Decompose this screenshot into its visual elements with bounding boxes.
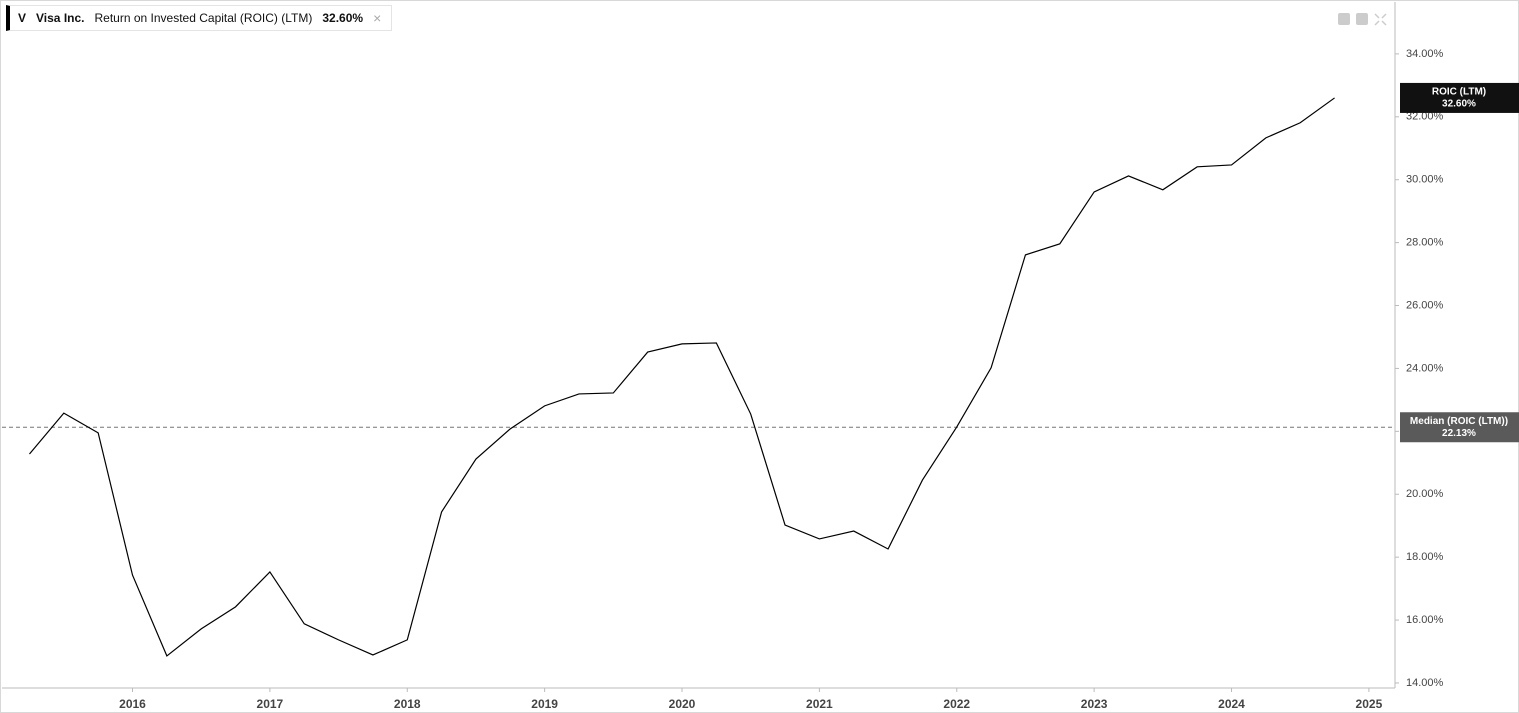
x-tick-label: 2024 <box>1218 697 1245 711</box>
x-tick-label: 2025 <box>1356 697 1383 711</box>
series-tag <box>1400 82 1519 113</box>
company: Visa Inc. <box>36 11 85 25</box>
y-tick-label: 16.00% <box>1406 614 1444 626</box>
median-tag <box>1400 412 1519 443</box>
metric-value: 32.60% <box>322 11 364 25</box>
x-tick-label: 2023 <box>1081 697 1108 711</box>
legend-header: V Visa Inc. Return on Invested Capital (… <box>6 5 393 31</box>
x-tick-label: 2022 <box>943 697 970 711</box>
y-tick-label: 20.00% <box>1406 488 1444 500</box>
line <box>29 97 1335 657</box>
y-tick-label: 28.00% <box>1406 237 1444 249</box>
x-tick-label: 2020 <box>669 697 696 711</box>
y-tick-label: 24.00% <box>1406 362 1444 374</box>
up-button[interactable] <box>1338 13 1350 25</box>
x-tick-label: 2021 <box>806 697 833 711</box>
x-tick-label: 2019 <box>531 697 558 711</box>
median-tag-name: Median (ROIC (LTM)) <box>1410 416 1508 427</box>
x-tick-label: 2017 <box>257 697 284 711</box>
y-tick-label: 32.00% <box>1406 111 1444 123</box>
x-tick-label: 2018 <box>394 697 421 711</box>
y-tick-label: 14.00% <box>1406 677 1444 689</box>
y-tick-label: 26.00% <box>1406 299 1444 311</box>
ticker: V <box>18 11 27 25</box>
x-tick-label: 2016 <box>119 697 146 711</box>
y-tick-label: 30.00% <box>1406 174 1444 186</box>
close-button[interactable]: × <box>373 10 382 26</box>
median-tag-value: 22.13% <box>1442 428 1476 439</box>
down-button[interactable] <box>1356 13 1368 25</box>
series-tag-name: ROIC (LTM) <box>1432 87 1486 98</box>
toolbar[interactable] <box>1338 13 1387 26</box>
y-tick-label: 18.00% <box>1406 551 1444 563</box>
series-tag-value: 32.60% <box>1442 99 1476 110</box>
metric: Return on Invested Capital (ROIC) (LTM) <box>94 11 313 25</box>
collapse-button[interactable] <box>1374 13 1387 26</box>
y-tick-label: 34.00% <box>1406 48 1444 60</box>
